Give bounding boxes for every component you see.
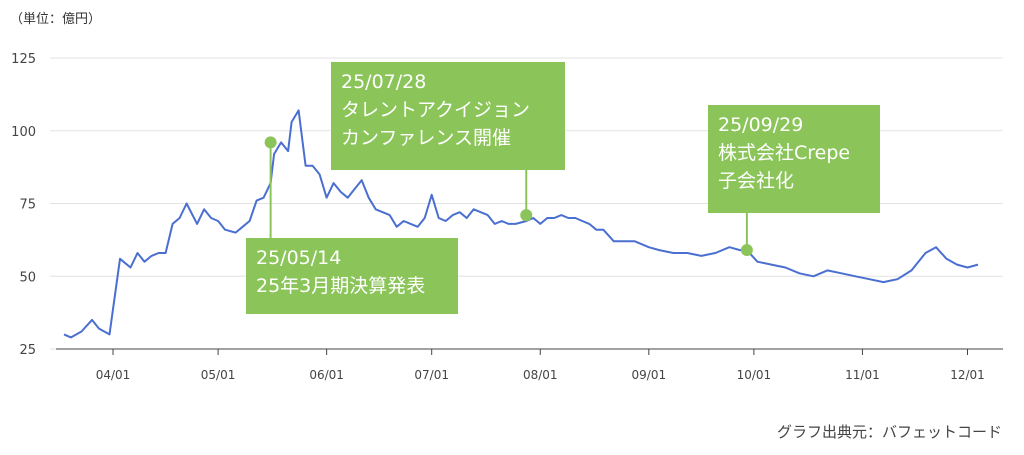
callout-earnings-date: 25/05/14 [256, 247, 342, 269]
x-tick-label: 12/01 [950, 368, 985, 382]
unit-label: （単位：億円） [10, 12, 102, 27]
callout-marker [520, 209, 533, 222]
callout-acquisition-date: 25/09/29 [718, 114, 804, 136]
x-tick-label: 06/01 [309, 368, 344, 382]
y-tick-label: 75 [19, 198, 36, 213]
callout-acquisition: 25/09/29 株式会社Crepe 子会社化 [708, 105, 880, 213]
x-tick-label: 05/01 [201, 368, 236, 382]
callout-conference-text-1: タレントアクイジョン [341, 99, 531, 121]
callout-acquisition-text-1: 株式会社Crepe [718, 142, 851, 164]
callout-marker [740, 244, 753, 257]
callout-conference-date: 25/07/28 [341, 71, 427, 93]
y-tick-label: 100 [11, 125, 36, 140]
callout-marker [264, 136, 277, 149]
x-tick-label: 11/01 [845, 368, 880, 382]
y-tick-label: 125 [11, 52, 36, 67]
x-tick-label: 08/01 [523, 368, 558, 382]
x-tick-label: 04/01 [96, 368, 131, 382]
y-tick-label: 25 [19, 343, 36, 358]
callout-earnings-text: 25年3月期決算発表 [256, 275, 426, 297]
callout-acquisition-text-2: 子会社化 [718, 170, 795, 192]
callout-conference: 25/07/28 タレントアクイジョン カンファレンス開催 [331, 62, 565, 170]
x-tick-label: 07/01 [414, 368, 449, 382]
x-tick-label: 10/01 [737, 368, 772, 382]
callout-earnings: 25/05/14 25年3月期決算発表 [246, 238, 458, 314]
callout-conference-text-2: カンファレンス開催 [341, 127, 512, 149]
price-line [63, 109, 979, 339]
y-tick-label: 50 [19, 270, 36, 285]
source-credit: グラフ出典元：バフェットコード [776, 423, 1002, 441]
x-tick-label: 09/01 [632, 368, 667, 382]
